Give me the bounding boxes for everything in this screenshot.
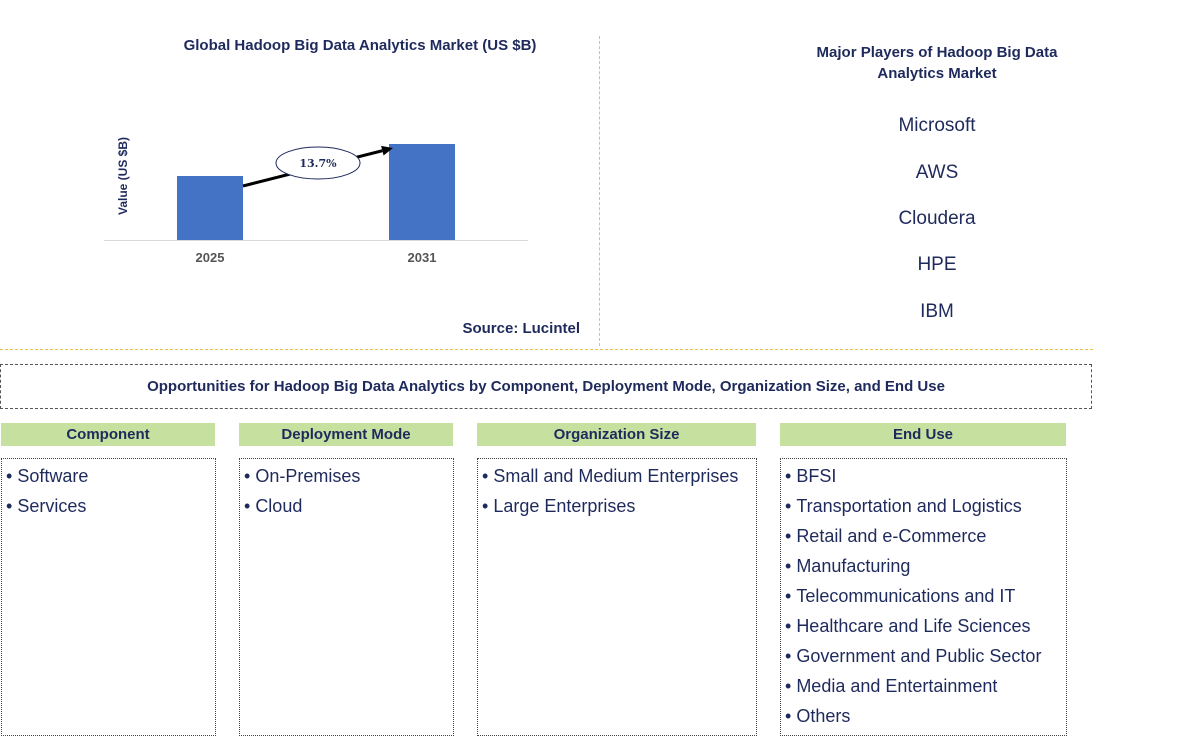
segment-heading-organization-size: Organization Size bbox=[477, 423, 756, 446]
segment-heading-component: Component bbox=[1, 423, 215, 446]
bar-2031 bbox=[389, 144, 455, 240]
segment-box-component: Software Services bbox=[1, 458, 216, 736]
opportunities-banner: Opportunities for Hadoop Big Data Analyt… bbox=[0, 364, 1092, 409]
player-item: AWS bbox=[915, 162, 959, 183]
segment-item: Large Enterprises bbox=[482, 491, 756, 521]
segment-box-organization-size: Small and Medium Enterprises Large Enter… bbox=[477, 458, 757, 736]
segment-item: Retail and e-Commerce bbox=[785, 521, 1066, 551]
segment-item: On-Premises bbox=[244, 461, 453, 491]
segment-item: Transportation and Logistics bbox=[785, 491, 1066, 521]
bar-chart: Value (US $B) 2025 2031 13.7% bbox=[104, 137, 528, 265]
segment-item: Software bbox=[6, 461, 215, 491]
player-item: IBM bbox=[920, 301, 954, 322]
segment-item: Telecommunications and IT bbox=[785, 581, 1066, 611]
segment-box-deployment-mode: On-Premises Cloud bbox=[239, 458, 454, 736]
vertical-divider bbox=[599, 36, 600, 346]
players-title: Major Players of Hadoop Big Data Analyti… bbox=[816, 44, 1058, 82]
segment-item: Small and Medium Enterprises bbox=[482, 461, 756, 491]
x-tick-label: 2025 bbox=[196, 250, 225, 265]
source-note: Source: Lucintel bbox=[462, 320, 580, 337]
segment-item: BFSI bbox=[785, 461, 1066, 491]
growth-arrow-head bbox=[381, 145, 393, 156]
segment-item: Manufacturing bbox=[785, 551, 1066, 581]
segment-item: Services bbox=[6, 491, 215, 521]
y-axis-label: Value (US $B) bbox=[116, 137, 130, 215]
player-item: Cloudera bbox=[898, 208, 976, 229]
cagr-bubble bbox=[275, 146, 361, 180]
segment-box-end-use: BFSI Transportation and Logistics Retail… bbox=[780, 458, 1067, 736]
player-item: Microsoft bbox=[898, 115, 976, 136]
segment-item: Media and Entertainment bbox=[785, 671, 1066, 701]
player-item: HPE bbox=[917, 254, 957, 275]
chart-title: Global Hadoop Big Data Analytics Market … bbox=[183, 37, 537, 54]
segment-heading-deployment-mode: Deployment Mode bbox=[239, 423, 453, 446]
segment-item: Others bbox=[785, 701, 1066, 731]
x-tick-label: 2031 bbox=[408, 250, 437, 265]
segment-item: Government and Public Sector bbox=[785, 641, 1066, 671]
bar-2025 bbox=[177, 176, 243, 240]
cagr-label: 13.7% bbox=[299, 157, 337, 170]
segment-item: Cloud bbox=[244, 491, 453, 521]
segment-item: Healthcare and Life Sciences bbox=[785, 611, 1066, 641]
segment-heading-end-use: End Use bbox=[780, 423, 1066, 446]
horizontal-divider bbox=[0, 349, 1093, 350]
